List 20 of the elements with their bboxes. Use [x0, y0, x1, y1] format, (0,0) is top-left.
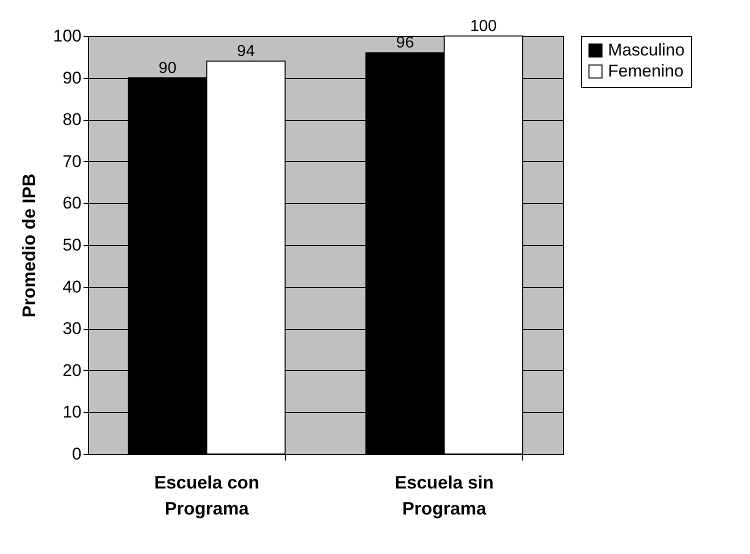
x-tick-label: Escuela con Programa — [154, 472, 260, 518]
y-tick-label: 70 — [62, 152, 82, 171]
y-tick-label: 80 — [62, 110, 82, 130]
x-tick-label: Escuela sin Programa — [394, 472, 494, 518]
y-tick-label: 40 — [62, 277, 82, 296]
y-tick-label: 60 — [62, 194, 82, 213]
data-label: 100 — [470, 18, 497, 35]
legend-label: Masculino — [608, 40, 685, 60]
y-tick-label: 30 — [62, 319, 82, 338]
y-tick-label: 50 — [62, 236, 82, 254]
y-tick-label: 0 — [72, 444, 82, 464]
data-label: 94 — [237, 43, 255, 60]
legend-label: Femenino — [608, 62, 684, 80]
data-label: 90 — [158, 60, 177, 77]
y-tick-label: 10 — [62, 402, 82, 422]
y-tick-label: 20 — [62, 360, 82, 380]
data-label: 96 — [396, 34, 414, 52]
y-tick-label: 90 — [62, 68, 82, 88]
y-tick-label: 100 — [53, 26, 82, 46]
y-axis-title: Promedio de IPB — [19, 173, 40, 318]
